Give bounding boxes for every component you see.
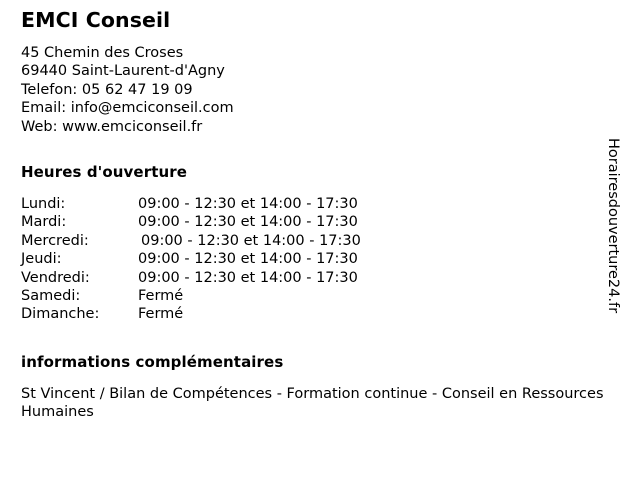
day-label-jeudi: Jeudi: [21, 251, 62, 268]
day-label-mardi: Mardi: [21, 214, 67, 231]
day-label-mercredi: Mercredi: [21, 232, 89, 249]
day-hours-jeudi: 09:00 - 12:30 et 14:00 - 17:30 [138, 251, 358, 268]
day-hours-mercredi: 09:00 - 12:30 et 14:00 - 17:30 [141, 232, 361, 249]
table-row: Dimanche: Fermé [21, 305, 361, 323]
contact-email: Email: info@emciconseil.com [21, 100, 234, 117]
day-label-samedi: Samedi: [21, 288, 81, 305]
day-label-dimanche: Dimanche: [21, 306, 100, 323]
table-row: Mercredi: 09:00 - 12:30 et 14:00 - 17:30 [21, 232, 361, 250]
company-name-heading: EMCI Conseil [21, 8, 171, 32]
day-hours-vendredi: 09:00 - 12:30 et 14:00 - 17:30 [138, 269, 358, 286]
day-label-vendredi: Vendredi: [21, 269, 90, 286]
opening-hours-table: Lundi: 09:00 - 12:30 et 14:00 - 17:30 Ma… [21, 195, 361, 324]
table-row: Samedi: Fermé [21, 287, 361, 305]
additional-information-text: St Vincent / Bilan de Compétences - Form… [21, 386, 604, 421]
contact-phone: Telefon: 05 62 47 19 09 [21, 81, 193, 98]
opening-hours-heading: Heures d'ouverture [21, 163, 188, 181]
day-hours-dimanche: Fermé [138, 306, 184, 323]
contact-website: Web: www.emciconseil.fr [21, 118, 203, 135]
additional-information-heading: informations complémentaires [21, 353, 284, 371]
site-watermark: Horairesdouverture24.fr [605, 138, 621, 314]
day-hours-lundi: 09:00 - 12:30 et 14:00 - 17:30 [138, 196, 358, 212]
table-row: Jeudi: 09:00 - 12:30 et 14:00 - 17:30 [21, 250, 361, 268]
address-street: 45 Chemin des Croses [21, 45, 184, 61]
table-row: Vendredi: 09:00 - 12:30 et 14:00 - 17:30 [21, 269, 361, 287]
table-row: Mardi: 09:00 - 12:30 et 14:00 - 17:30 [21, 213, 361, 231]
address-city: 69440 Saint-Laurent-d'Agny [21, 63, 225, 80]
day-hours-mardi: 09:00 - 12:30 et 14:00 - 17:30 [138, 214, 358, 231]
day-hours-samedi: Fermé [138, 288, 184, 305]
contact-details-block: 45 Chemin des Croses 69440 Saint-Laurent… [21, 44, 234, 136]
day-label-lundi: Lundi: [21, 196, 66, 212]
table-row: Lundi: 09:00 - 12:30 et 14:00 - 17:30 [21, 195, 361, 213]
